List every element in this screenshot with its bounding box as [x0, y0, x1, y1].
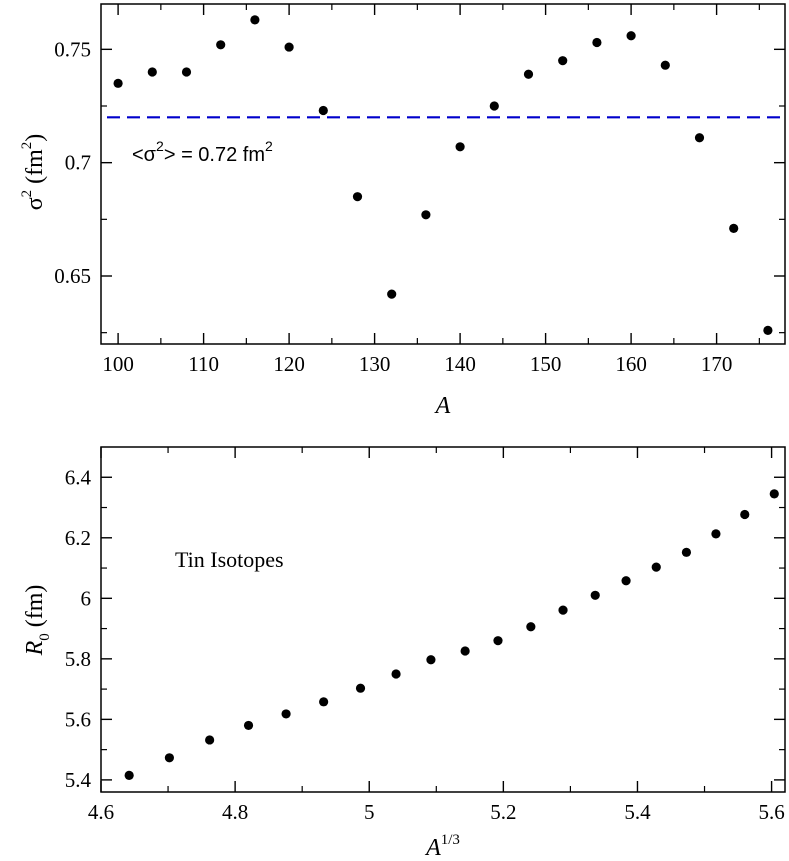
- bottom-y-tick-label: 6.2: [65, 526, 91, 550]
- bottom-x-ticks: 4.6 4.8 5 5.2 5.4 5.6: [88, 447, 785, 824]
- top-data-point: [387, 289, 397, 299]
- bottom-data-point: [281, 709, 291, 719]
- top-x-tick-label: 150: [530, 352, 562, 376]
- bottom-annotation: Tin Isotopes: [175, 547, 284, 572]
- top-data-point: [216, 40, 226, 50]
- top-x-tick-label: 140: [444, 352, 476, 376]
- top-data-point: [284, 42, 294, 52]
- top-data-point: [147, 67, 157, 77]
- top-y-ticks: 0.65 0.7 0.75: [54, 37, 785, 334]
- bottom-y-tick-label: 5.4: [65, 768, 92, 792]
- bottom-x-tick-label: 5.2: [490, 800, 516, 824]
- top-data-point: [523, 69, 534, 79]
- top-x-tick-label: 130: [359, 352, 391, 376]
- bottom-data-point: [391, 669, 401, 679]
- bottom-data-point: [558, 605, 568, 615]
- top-data-points: [113, 15, 773, 335]
- top-plot-frame: [100, 3, 786, 345]
- bottom-data-point: [621, 576, 631, 586]
- bottom-data-point: [493, 636, 503, 646]
- top-data-point: [729, 223, 739, 233]
- bottom-data-points: [124, 489, 779, 780]
- top-x-tick-label: 100: [102, 352, 134, 376]
- radius-plot: 4.6 4.8 5 5.2 5.4 5.6 5.4 5.6 5.8 6 6.2 6.4 Tin Is…: [22, 446, 786, 861]
- top-data-point: [113, 78, 123, 88]
- bottom-x-tick-label: 5.4: [624, 800, 651, 824]
- bottom-data-point: [426, 655, 436, 665]
- top-data-point: [352, 192, 363, 202]
- bottom-y-tick-label: 5.8: [65, 647, 91, 671]
- bottom-data-point: [124, 770, 134, 780]
- top-data-point: [626, 31, 636, 41]
- bottom-data-point: [769, 489, 779, 499]
- top-y-tick-label: 0.65: [54, 264, 91, 288]
- top-annotation: <σ2> = 0.72 fm2: [132, 138, 273, 166]
- bottom-x-tick-label: 5: [364, 800, 375, 824]
- top-data-point: [763, 325, 773, 335]
- sigma-squared-plot: 100 110 120 130 140 150 160 170 0.65 0.7 0.75 <σ2…: [19, 3, 786, 419]
- top-y-tick-label: 0.7: [65, 151, 91, 175]
- bottom-data-point: [651, 562, 661, 572]
- bottom-data-point: [681, 547, 692, 557]
- top-data-point: [318, 105, 328, 116]
- bottom-x-axis-title: A1/3: [424, 832, 460, 861]
- bottom-plot-frame: [100, 446, 786, 793]
- top-y-axis-title: σ2 (fm2): [19, 134, 48, 211]
- bottom-data-point: [460, 646, 470, 656]
- bottom-y-ticks: 5.4 5.6 5.8 6 6.2 6.4: [65, 465, 785, 792]
- top-data-point: [558, 56, 568, 66]
- bottom-data-point: [711, 529, 721, 539]
- top-data-point: [592, 37, 602, 48]
- bottom-data-point: [526, 622, 536, 632]
- bottom-x-tick-label: 4.6: [88, 800, 114, 824]
- top-data-point: [250, 15, 260, 25]
- bottom-data-point: [319, 697, 329, 707]
- bottom-x-tick-label: 4.8: [222, 800, 248, 824]
- bottom-data-point: [243, 720, 254, 731]
- bottom-x-tick-label: 5.6: [758, 800, 784, 824]
- bottom-y-tick-label: 6: [81, 586, 92, 610]
- top-data-point: [489, 101, 499, 111]
- top-data-point: [455, 142, 465, 152]
- bottom-y-axis-title: R0 (fm): [22, 585, 53, 657]
- top-x-tick-label: 170: [701, 352, 733, 376]
- bottom-data-point: [355, 683, 366, 693]
- bottom-y-tick-label: 6.4: [65, 465, 92, 489]
- bottom-y-tick-label: 5.6: [65, 707, 91, 731]
- bottom-data-point: [740, 509, 750, 520]
- bottom-data-point: [164, 753, 174, 763]
- top-data-point: [421, 210, 431, 220]
- bottom-data-point: [590, 590, 600, 600]
- bottom-data-point: [205, 735, 215, 745]
- top-x-tick-label: 120: [273, 352, 305, 376]
- top-data-point: [660, 60, 670, 70]
- top-x-tick-label: 160: [615, 352, 647, 376]
- top-data-point: [181, 67, 192, 77]
- top-x-tick-label: 110: [188, 352, 219, 376]
- top-y-tick-label: 0.75: [54, 37, 91, 61]
- top-x-ticks: 100 110 120 130 140 150 160 170: [102, 4, 760, 376]
- top-x-axis-title: A: [434, 393, 451, 419]
- top-data-point: [694, 133, 705, 143]
